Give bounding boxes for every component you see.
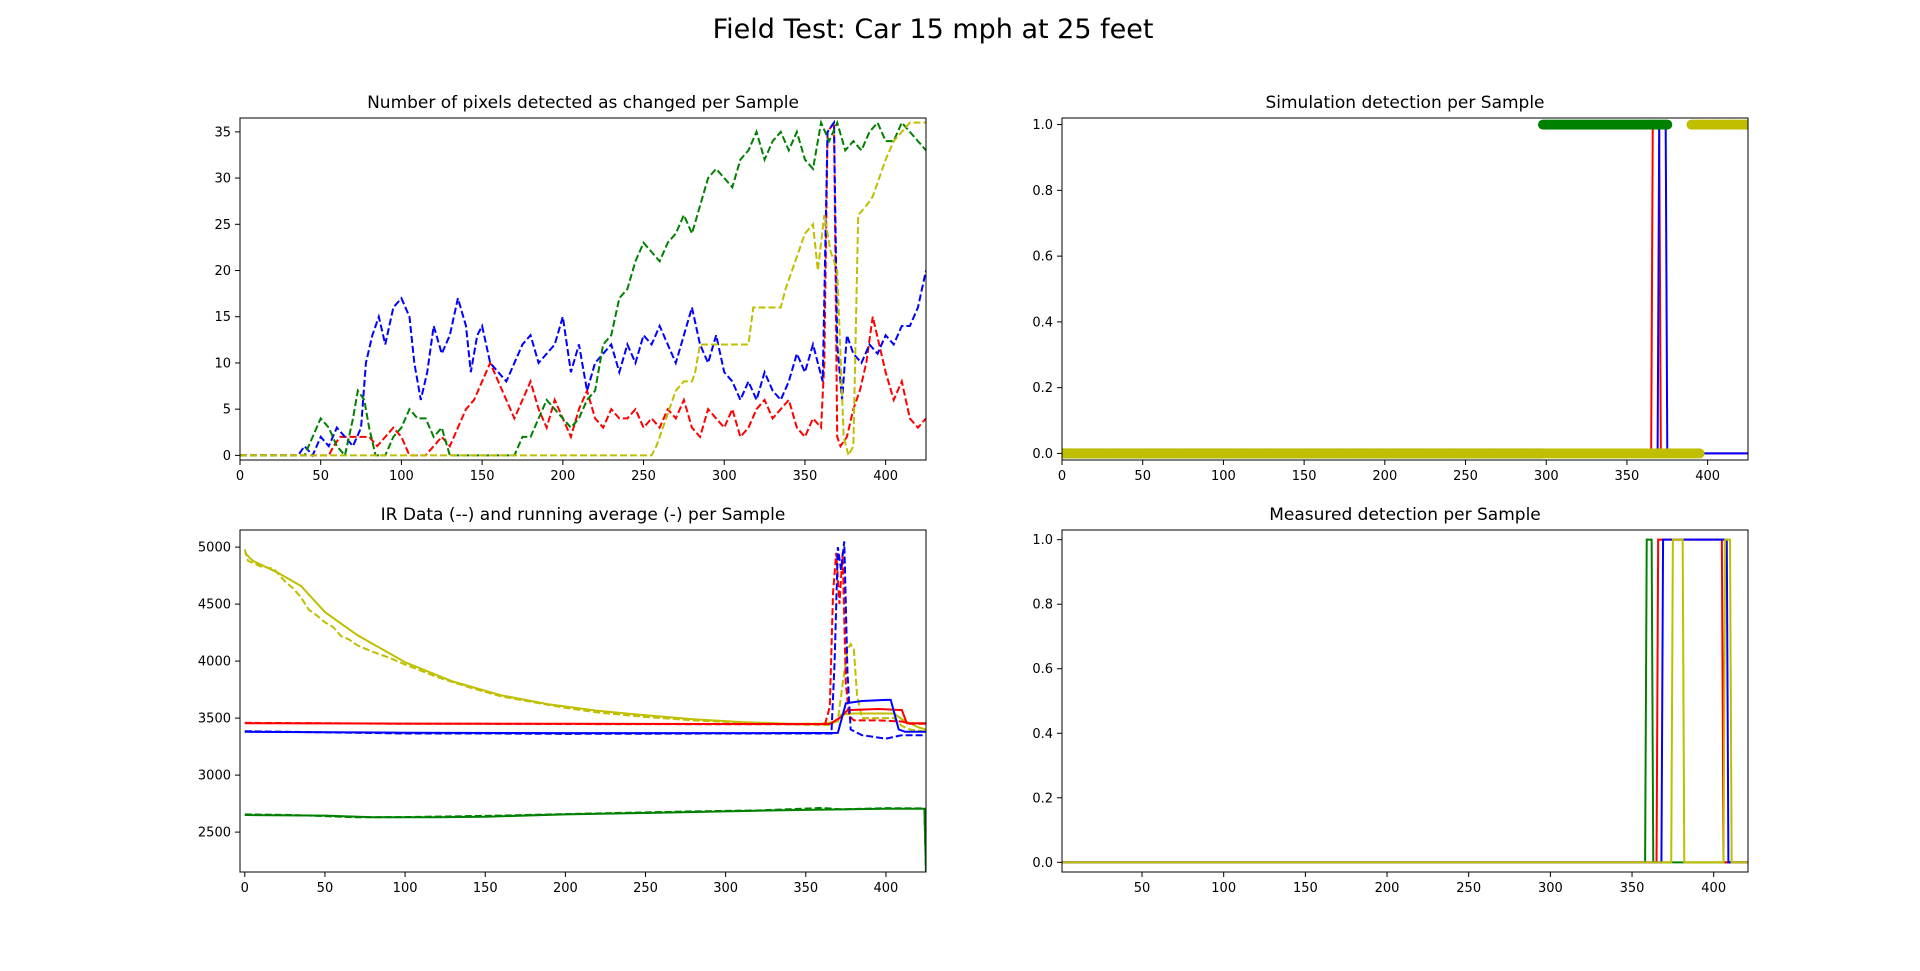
ir-x-tick-label: 100 <box>393 881 418 896</box>
simulation-x-tick-label: 250 <box>1453 469 1478 484</box>
measured-x-tick-label: 350 <box>1620 881 1645 896</box>
simulation-x-tick-label: 150 <box>1292 469 1317 484</box>
ir-series-green-dashed <box>244 806 926 872</box>
ir-y-tick-label: 3500 <box>198 712 231 727</box>
measured-y-tick-label: 0.8 <box>1032 598 1053 613</box>
measured-x-tick-label: 250 <box>1456 881 1481 896</box>
ir-axes: IR Data (--) and running average (-) per… <box>198 505 927 896</box>
measured-y-tick-label: 0.2 <box>1032 791 1053 806</box>
pixels-x-tick-label: 250 <box>631 469 656 484</box>
simulation-x-tick-label: 0 <box>1058 469 1066 484</box>
measured-y-tick-label: 0.4 <box>1032 727 1053 742</box>
ir-x-tick-label: 200 <box>553 881 578 896</box>
ir-plot-area <box>243 541 926 872</box>
ir-title: IR Data (--) and running average (-) per… <box>381 505 786 525</box>
pixels-y-tick-label: 25 <box>214 218 231 233</box>
ir-y-tick-label: 2500 <box>198 826 231 841</box>
measured-x-tick-label: 150 <box>1293 881 1318 896</box>
ir-x-tick-label: 0 <box>241 881 249 896</box>
measured-title: Measured detection per Sample <box>1269 505 1541 525</box>
ir-x-tick-label: 300 <box>713 881 738 896</box>
measured-plot-area <box>1062 538 1748 864</box>
measured-series-yellow-solid <box>1062 538 1748 864</box>
simulation-y-tick-label: 0.4 <box>1032 315 1053 330</box>
ir-y-tick-label: 5000 <box>198 541 231 556</box>
ir-x-tick-label: 50 <box>317 881 334 896</box>
simulation-x-tick-label: 50 <box>1134 469 1151 484</box>
simulation-x-tick-label: 200 <box>1372 469 1397 484</box>
simulation-x-tick-label: 350 <box>1615 469 1640 484</box>
simulation-plot-area <box>1062 119 1748 459</box>
pixels-y-tick-label: 10 <box>214 356 231 371</box>
pixels-axes: Number of pixels detected as changed per… <box>214 93 927 484</box>
pixels-x-tick-label: 150 <box>470 469 495 484</box>
measured-y-tick-label: 0.6 <box>1032 662 1053 677</box>
ir-axes-frame <box>239 529 927 873</box>
ir-x-tick-label: 350 <box>793 881 818 896</box>
pixels-x-tick-label: 100 <box>389 469 414 484</box>
measured-y-tick-label: 0.0 <box>1032 856 1053 871</box>
simulation-marker-yellow <box>1743 119 1748 130</box>
pixels-x-tick-label: 350 <box>793 469 818 484</box>
ir-y-tick-label: 4500 <box>198 598 231 613</box>
measured-axes-frame <box>1061 529 1749 873</box>
measured-x-tick-label: 100 <box>1211 881 1236 896</box>
simulation-y-tick-label: 0.6 <box>1032 250 1053 265</box>
measured-y-tick-label: 1.0 <box>1032 533 1053 548</box>
simulation-marker-yellow <box>1694 448 1705 459</box>
measured-x-tick-label: 200 <box>1375 881 1400 896</box>
simulation-y-tick-label: 1.0 <box>1032 118 1053 133</box>
simulation-y-tick-label: 0.8 <box>1032 184 1053 199</box>
pixels-series-green-dashed <box>240 119 926 458</box>
pixels-plot-area <box>240 119 926 459</box>
simulation-y-tick-label: 0.2 <box>1032 381 1053 396</box>
simulation-x-tick-label: 300 <box>1534 469 1559 484</box>
measured-x-tick-label: 400 <box>1701 881 1726 896</box>
pixels-y-tick-label: 0 <box>223 449 231 464</box>
simulation-series-yellow-markers <box>1062 119 1748 459</box>
pixels-x-tick-label: 300 <box>712 469 737 484</box>
simulation-axes-frame <box>1061 117 1749 461</box>
ir-series-red-dashed <box>244 552 926 726</box>
measured-axes: Measured detection per Sample 50 100 150 200… <box>1032 505 1749 896</box>
pixels-x-tick-label: 50 <box>312 469 329 484</box>
simulation-axes: Simulation detection per Sample 0 50 100 150… <box>1032 93 1749 484</box>
pixels-series-red-dashed <box>240 119 926 457</box>
figure-suptitle: Field Test: Car 15 mph at 25 feet <box>713 14 1154 45</box>
ir-series-yellow-dashed <box>243 549 926 733</box>
simulation-marker-green <box>1662 119 1673 130</box>
ir-y-tick-label: 3000 <box>198 769 231 784</box>
pixels-y-tick-label: 15 <box>214 310 231 325</box>
ir-x-tick-label: 250 <box>633 881 658 896</box>
pixels-x-tick-label: 400 <box>873 469 898 484</box>
pixels-y-tick-label: 30 <box>214 172 231 187</box>
pixels-y-tick-label: 5 <box>223 403 231 418</box>
pixels-title: Number of pixels detected as changed per… <box>367 93 799 113</box>
ir-series-red-solid <box>244 707 926 726</box>
simulation-title: Simulation detection per Sample <box>1265 93 1544 113</box>
pixels-axes-frame <box>239 117 927 461</box>
simulation-x-tick-label: 400 <box>1695 469 1720 484</box>
pixels-y-tick-label: 20 <box>214 264 231 279</box>
ir-series-yellow-solid <box>244 552 926 731</box>
ir-y-tick-label: 4000 <box>198 655 231 670</box>
ir-x-tick-label: 400 <box>874 881 899 896</box>
measured-x-tick-label: 300 <box>1538 881 1563 896</box>
pixels-y-tick-label: 35 <box>214 125 231 140</box>
pixels-series-yellow-dashed <box>240 121 926 459</box>
simulation-x-tick-label: 100 <box>1211 469 1236 484</box>
simulation-y-tick-label: 0.0 <box>1032 447 1053 462</box>
pixels-x-tick-label: 0 <box>236 469 244 484</box>
ir-x-tick-label: 150 <box>473 881 498 896</box>
measured-x-tick-label: 50 <box>1134 881 1151 896</box>
pixels-x-tick-label: 200 <box>550 469 575 484</box>
ir-series-blue-dashed <box>244 541 926 740</box>
pixels-series-blue-dashed <box>240 119 926 458</box>
